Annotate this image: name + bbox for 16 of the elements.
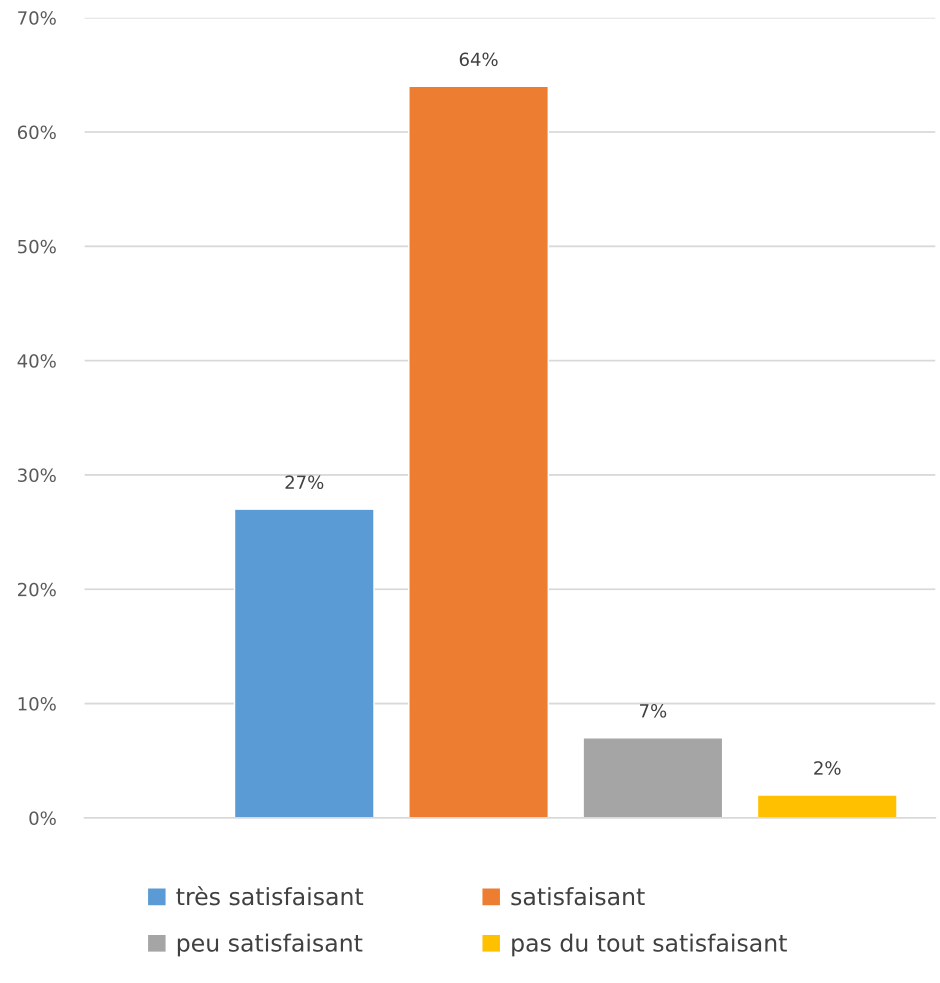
y-tick-label: 30%	[18, 468, 56, 482]
data-label: 64%	[460, 52, 498, 66]
y-tick-label: 20%	[18, 582, 56, 596]
data-label: 2%	[814, 761, 841, 775]
data-label: 27%	[286, 475, 324, 490]
y-tick-label: 0%	[29, 811, 56, 825]
y-tick-label: 70%	[18, 11, 56, 25]
legend-label: peu satisfaisant	[178, 934, 362, 956]
legend-label: satisfaisant	[511, 887, 645, 906]
y-tick-label: 50%	[18, 240, 56, 254]
data-label: 7%	[640, 704, 666, 718]
legend-label: très satisfaisant	[176, 886, 364, 906]
y-tick-label: 40%	[18, 354, 56, 368]
y-tick-label: 10%	[18, 697, 56, 711]
y-tick-label: 60%	[18, 125, 56, 140]
legend-label: pas du tout satisfaisant	[512, 934, 787, 956]
